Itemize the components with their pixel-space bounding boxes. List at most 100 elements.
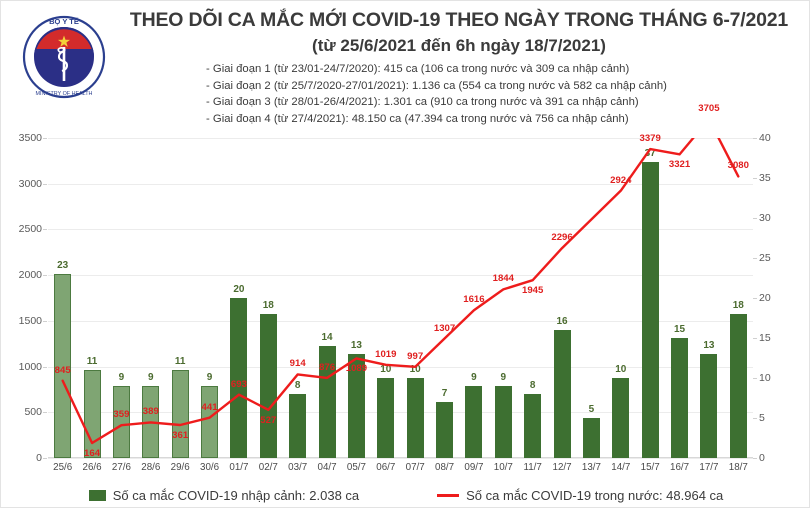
line-value-label: 359: [113, 409, 130, 421]
y-axis-right-tick: 25: [759, 252, 771, 264]
y-axis-left-tick: 1000: [18, 360, 42, 373]
line-value-label: 845: [54, 364, 71, 376]
y-axis-left-tick: 2000: [18, 269, 42, 282]
x-axis-tick-label: 26/6: [82, 462, 102, 473]
gridline: [48, 275, 753, 277]
legend-label-domestic: Số ca mắc COVID-19 trong nước: 48.964 ca: [466, 487, 724, 503]
bar: [465, 386, 483, 458]
bar: [612, 378, 630, 458]
bar-value-label: 9: [500, 372, 507, 383]
line-value-label: 361: [172, 429, 189, 441]
legend-item-imported: Số ca mắc COVID-19 nhập cảnh: 2.038 ca: [88, 488, 359, 503]
x-axis-tick-label: 18/7: [728, 462, 748, 473]
phase-item: - Giai đoạn 3 (từ 28/01-26/4/2021): 1.30…: [206, 96, 639, 109]
bar: [289, 394, 307, 458]
y-axis-right-tick: 40: [759, 132, 771, 144]
x-axis-tick-label: 13/7: [581, 462, 601, 473]
y-axis-left-tickmark: [43, 412, 47, 414]
x-axis-tick-label: 09/7: [464, 462, 484, 473]
line-value-label: 1844: [492, 273, 514, 285]
line-value-label: 876: [319, 361, 336, 373]
bar: [671, 338, 689, 458]
x-axis-tick-label: 01/7: [229, 462, 249, 473]
line-value-label: 1019: [375, 348, 397, 360]
y-axis-right-tickmark: [753, 178, 757, 179]
x-axis-tick-label: 15/7: [640, 462, 660, 473]
bar-value-label: 37: [644, 148, 656, 159]
y-axis-right-tickmark: [753, 138, 757, 139]
y-axis-left-tickmark: [43, 183, 47, 185]
y-axis-left-tickmark: [43, 275, 47, 277]
gridline: [48, 320, 753, 322]
y-axis-right-tick: 0: [759, 452, 765, 464]
y-axis-right-tickmark: [753, 218, 757, 219]
bar-value-label: 15: [674, 324, 686, 335]
bar: [406, 378, 424, 458]
bar-value-label: 18: [262, 300, 274, 311]
gridline: [48, 229, 753, 231]
bar: [582, 418, 600, 458]
x-axis-tick-label: 10/7: [493, 462, 513, 473]
x-axis-tick-label: 06/7: [376, 462, 396, 473]
y-axis-right-tickmark: [753, 258, 757, 259]
bar-value-label: 16: [556, 316, 568, 327]
legend-bar-swatch-icon: [88, 489, 106, 501]
y-axis-right-tickmark: [753, 298, 757, 299]
gridline: [48, 458, 753, 459]
phase-item: - Giai đoạn 4 (từ 27/4/2021): 48.150 ca …: [206, 112, 629, 125]
chart-header: BỘ Y TẾ MINISTRY OF HEALTH THEO DÕI CA M…: [1, 1, 810, 141]
bar-value-label: 11: [86, 356, 98, 367]
x-axis-tick-label: 03/7: [288, 462, 308, 473]
bar-value-label: 8: [529, 380, 536, 391]
bar-value-label: 5: [588, 404, 595, 415]
line-value-label: 527: [260, 414, 277, 426]
svg-text:MINISTRY OF HEALTH: MINISTRY OF HEALTH: [36, 91, 93, 97]
phase-item: - Giai đoạn 2 (từ 25/7/2020-27/01/2021):…: [206, 79, 667, 92]
line-value-label: 693: [230, 378, 247, 390]
line-value-label: 1616: [463, 294, 485, 306]
x-axis-labels: 25/6 26/6 27/6 28/6 29/6 30/6 01/7 02/7 03/7 04/7…: [48, 462, 753, 480]
gridline: [48, 412, 753, 414]
y-axis-left-tick: 500: [24, 406, 42, 419]
page-subtitle: (từ 25/6/2021 đến 6h ngày 18/7/2021): [312, 36, 606, 55]
x-axis-tick-label: 16/7: [670, 462, 690, 473]
gridline: [48, 366, 753, 368]
bar: [377, 378, 395, 458]
chart-plot-area: 0 500 1000 1500 2000 2500 3000 3500 0 5 10 15 20 25 3…: [19, 104, 771, 463]
y-axis-right-tick: 20: [759, 292, 771, 304]
bar-value-label: 14: [321, 332, 333, 343]
chart-legend: Số ca mắc COVID-19 nhập cảnh: 2.038 ca S…: [1, 484, 810, 506]
x-axis-tick-label: 02/7: [258, 462, 278, 473]
x-axis-tick-label: 17/7: [699, 462, 719, 473]
legend-line-swatch-icon: [437, 493, 460, 497]
bar: [729, 314, 747, 458]
bar-value-label: 13: [703, 340, 715, 351]
line-value-label: 1945: [522, 285, 544, 297]
title-block: THEO DÕI CA MẮC MỚI COVID-19 THEO NGÀY T…: [119, 7, 799, 58]
y-axis-left-tick: 1500: [18, 314, 42, 327]
phase-summary-list: - Giai đoạn 1 (từ 23/01-24/7/2020): 415 …: [206, 61, 806, 127]
bar-value-label: 20: [233, 284, 245, 295]
x-axis-tick-label: 25/6: [53, 462, 73, 473]
x-axis-tick-label: 05/7: [346, 462, 366, 473]
line-value-label: 1089: [345, 363, 368, 375]
svg-text:BỘ Y TẾ: BỘ Y TẾ: [49, 16, 79, 26]
y-axis-right-tick: 10: [759, 372, 771, 384]
bar-value-label: 9: [471, 372, 477, 383]
bar-value-label: 13: [350, 340, 362, 351]
bar: [230, 298, 248, 458]
y-axis-right-tickmark: [753, 338, 757, 339]
x-axis-tick-label: 30/6: [200, 462, 220, 473]
bar-value-label: 18: [732, 300, 744, 311]
line-series: 845 164 359 389 361 441 693 527 914 876 1089 1019 99…: [48, 104, 753, 459]
line-value-label: 164: [84, 448, 101, 459]
gridline: [48, 183, 753, 185]
bar: [171, 370, 189, 458]
y-axis-right-tickmark: [753, 458, 757, 459]
page-title: THEO DÕI CA MẮC MỚI COVID-19 THEO NGÀY T…: [129, 9, 789, 31]
bar-series: 23 11 9 9 11 9 20 18 8 14 13 10 10 7 9 9 8 16 5 10 37 15 13 18: [48, 138, 753, 458]
x-axis-tick-label: 29/6: [170, 462, 190, 473]
bar: [54, 274, 72, 458]
bar: [347, 354, 365, 458]
